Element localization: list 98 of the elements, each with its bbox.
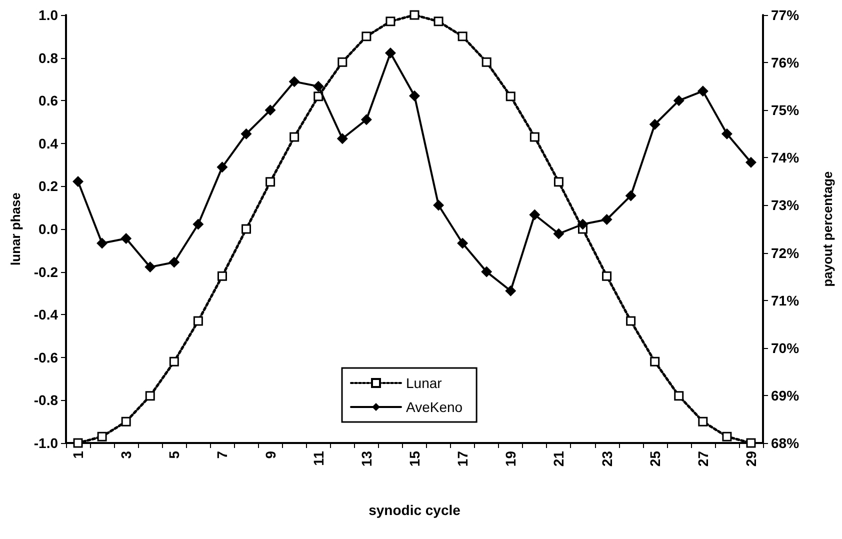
point (602, 271, 612, 281)
point (169, 356, 179, 366)
y2-tick-label: 75% (771, 102, 800, 118)
point (338, 57, 348, 67)
point (217, 271, 227, 281)
x-tick-label: 27 (694, 450, 711, 467)
y-tick-label: 0.8 (38, 50, 58, 66)
point (505, 285, 516, 296)
point (721, 128, 732, 140)
point (145, 391, 155, 401)
y-tick-label: 0.6 (38, 92, 58, 109)
point (554, 177, 564, 187)
x-tick-label: 7 (214, 450, 230, 459)
x-tick-label: 1 (70, 450, 86, 459)
point (506, 92, 516, 102)
y2-axis-title: payout percentage (820, 171, 835, 287)
point (360, 114, 372, 126)
x-tick-label: 5 (166, 450, 182, 459)
point (601, 214, 612, 225)
y2-tick-label: 72% (771, 244, 800, 261)
x-tick-label: 19 (502, 450, 519, 467)
point (266, 177, 276, 187)
point (433, 200, 444, 211)
point (288, 76, 300, 88)
x-tick-label: 11 (310, 450, 326, 466)
y2-tick-label: 73% (771, 197, 800, 214)
point (673, 95, 684, 106)
y2-tick-label: 74% (771, 150, 800, 166)
point (482, 57, 492, 67)
point (96, 238, 108, 249)
point (264, 104, 276, 116)
point (458, 32, 468, 42)
x-tick-label: 3 (118, 450, 134, 459)
point (674, 391, 684, 401)
y-axis-title: lunar phase (8, 192, 23, 266)
x-tick-label: 17 (454, 450, 471, 467)
point (168, 256, 180, 268)
legend-label: AveKeno (406, 399, 463, 415)
point (722, 432, 732, 442)
point (192, 218, 204, 230)
point (649, 118, 660, 130)
y-tick-label: -0.2 (34, 264, 58, 280)
y-tick-label: -1.0 (34, 435, 58, 451)
point (577, 218, 588, 230)
x-tick-label: 25 (646, 450, 663, 467)
point (481, 266, 492, 278)
y2-tick-label: 68% (771, 435, 800, 451)
point (312, 80, 324, 92)
legend-label: Lunar (406, 375, 442, 391)
point (240, 128, 252, 140)
point (242, 224, 252, 234)
point (144, 262, 156, 273)
point (457, 238, 468, 249)
point (697, 86, 708, 97)
point (362, 32, 372, 42)
y-tick-label: 0.4 (38, 135, 58, 152)
point (746, 438, 756, 448)
point (72, 176, 84, 187)
y-tick-label: -0.6 (34, 349, 58, 366)
x-axis-title: synodic cycle (368, 502, 461, 518)
point (336, 133, 348, 144)
point (409, 90, 420, 102)
point (386, 16, 396, 26)
point (626, 316, 636, 326)
point (529, 209, 540, 220)
y2-tick-label: 70% (771, 340, 800, 356)
point (216, 162, 228, 173)
x-tick-label: 29 (742, 450, 759, 467)
point (745, 156, 756, 168)
x-tick-label: 15 (406, 450, 422, 467)
x-tick-label: 9 (262, 450, 278, 459)
x-tick-label: 23 (598, 450, 615, 467)
y-tick-label: -0.4 (34, 306, 58, 323)
point (698, 416, 708, 426)
x-tick-label: 21 (550, 450, 567, 467)
point (434, 16, 444, 26)
y2-tick-label: 71% (771, 292, 800, 308)
point (553, 228, 564, 240)
x-tick-label: 13 (358, 450, 374, 467)
point (73, 438, 83, 448)
point (625, 190, 636, 202)
point (290, 132, 300, 142)
point (121, 416, 131, 426)
y2-tick-label: 77% (771, 7, 800, 23)
point (120, 233, 132, 244)
y2-tick-label: 76% (771, 54, 800, 71)
point (384, 48, 396, 59)
point (97, 432, 107, 442)
point (530, 132, 540, 142)
y-tick-label: 0.2 (38, 178, 58, 194)
point (193, 316, 203, 326)
y-tick-label: 0.0 (38, 221, 58, 237)
y-tick-label: 1.0 (38, 7, 58, 23)
point (650, 356, 660, 366)
y-tick-label: -0.8 (34, 392, 58, 408)
y2-tick-label: 69% (771, 387, 800, 404)
point (314, 92, 324, 102)
point (410, 10, 420, 20)
